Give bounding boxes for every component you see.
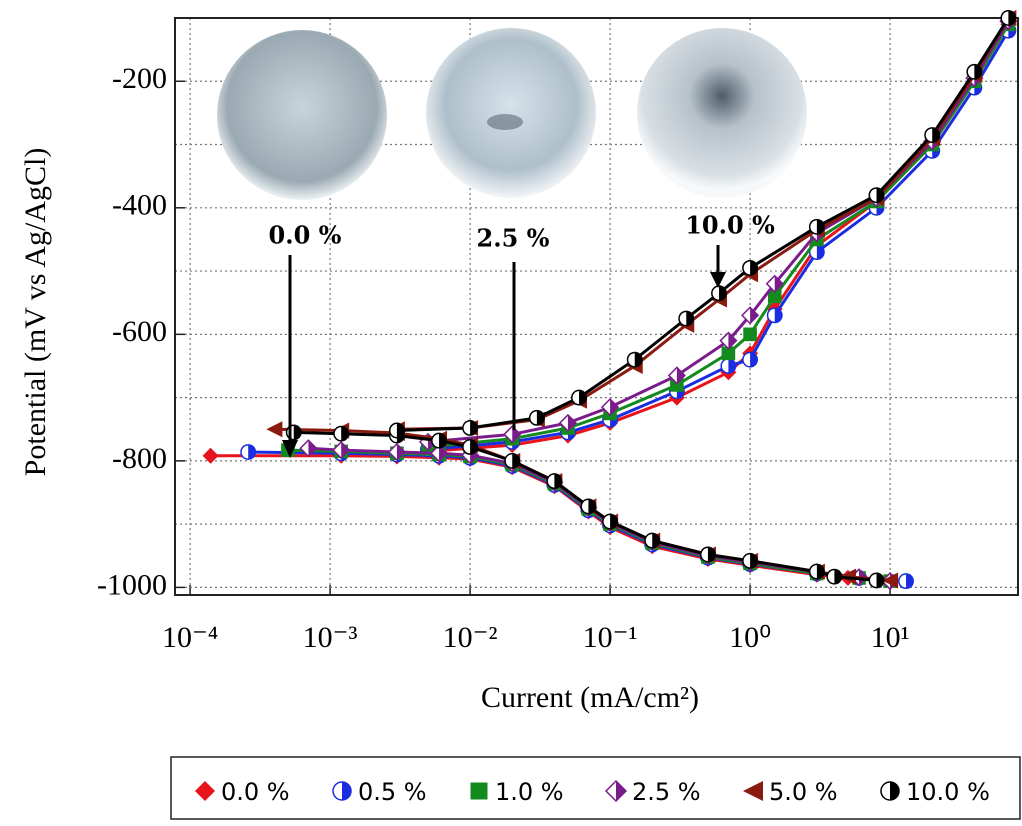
marker — [603, 514, 617, 528]
photo — [426, 28, 596, 198]
marker-shape — [266, 421, 282, 437]
marker — [810, 564, 824, 578]
legend-label: 0.0 % — [221, 778, 290, 806]
marker — [967, 65, 981, 79]
y-tick-label: -400 — [112, 189, 167, 222]
x-tick-label: 10¹ — [871, 621, 910, 654]
legend-label: 1.0 % — [495, 778, 564, 806]
x-tick-label: 10⁻¹ — [583, 621, 638, 654]
legend-label: 2.5 % — [632, 778, 701, 806]
marker — [581, 499, 595, 513]
y-tick-label: -200 — [112, 62, 167, 95]
marker — [547, 474, 561, 488]
marker — [869, 573, 883, 587]
y-tick-label: -800 — [112, 442, 167, 475]
marker — [827, 569, 841, 583]
marker — [899, 574, 913, 588]
marker — [743, 352, 757, 366]
x-tick-label: 10⁻² — [443, 621, 498, 654]
legend-label: 0.5 % — [358, 778, 427, 806]
y-axis-title: Potential (mV vs Ag/AgCl) — [19, 148, 52, 477]
marker — [743, 554, 757, 568]
marker — [881, 782, 899, 800]
marker — [463, 440, 477, 454]
marker — [679, 311, 693, 325]
marker — [628, 352, 642, 366]
marker — [471, 783, 488, 800]
x-tick-label: 10⁰ — [729, 621, 771, 654]
marker — [810, 220, 824, 234]
x-tick-label: 10⁻⁴ — [162, 621, 218, 654]
x-tick-label: 10⁻³ — [303, 621, 358, 654]
marker — [721, 359, 735, 373]
marker — [333, 782, 351, 800]
marker-shape — [743, 328, 757, 342]
marker — [645, 533, 659, 547]
marker — [530, 411, 544, 425]
annotation: 0.0 % — [269, 221, 342, 250]
marker-shape — [471, 783, 488, 800]
marker — [743, 328, 757, 342]
legend-label: 5.0 % — [769, 778, 838, 806]
annotation: 2.5 % — [477, 224, 550, 253]
marker — [925, 128, 939, 142]
photo — [217, 30, 387, 200]
sample-photos — [217, 28, 807, 200]
marker — [869, 188, 883, 202]
marker — [701, 547, 715, 561]
marker — [505, 454, 519, 468]
marker — [712, 286, 726, 300]
photo — [637, 28, 807, 198]
marker — [1001, 11, 1015, 25]
marker — [432, 433, 446, 447]
marker — [241, 445, 255, 459]
chart: 0.0 % 2.5 % 10.0 % Current (mA/cm²) Pote… — [0, 0, 1022, 821]
marker — [768, 308, 782, 322]
legend-label: 10.0 % — [906, 778, 990, 806]
annotation: 10.0 % — [685, 211, 775, 240]
marker — [572, 390, 586, 404]
y-tick-label: -600 — [112, 315, 167, 348]
marker — [463, 421, 477, 435]
x-axis-title: Current (mA/cm²) — [481, 681, 699, 714]
marker — [743, 261, 757, 275]
marker — [266, 421, 282, 437]
marker — [390, 423, 404, 437]
y-tick-label: -1000 — [97, 568, 167, 601]
arrow-head — [710, 272, 726, 288]
marker — [334, 426, 348, 440]
photo-spot — [487, 114, 523, 130]
